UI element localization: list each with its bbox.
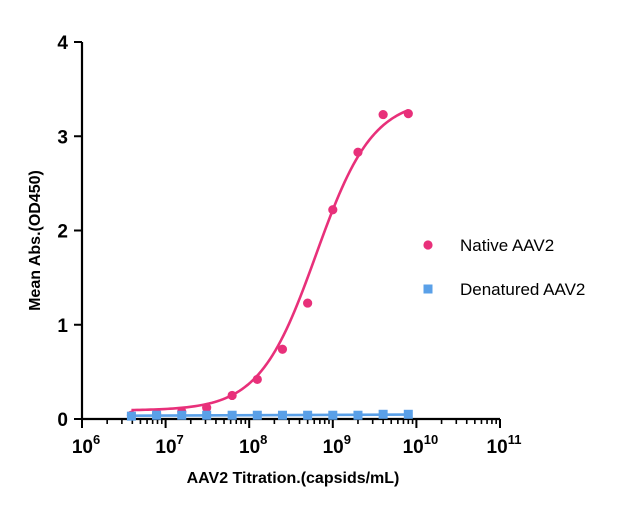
data-point	[303, 410, 313, 420]
y-tick-label: 4	[57, 33, 68, 54]
legend-label: Denatured AAV2	[460, 280, 585, 299]
data-point	[378, 109, 388, 120]
y-tick-label: 2	[57, 222, 68, 243]
x-axis-title: AAV2 Titration.(capsids/mL)	[187, 470, 400, 487]
data-point	[202, 410, 212, 420]
x-tick-label: 106	[72, 432, 100, 458]
data-points	[126, 109, 413, 421]
x-tick-label: 109	[323, 432, 351, 458]
data-point	[353, 147, 363, 157]
data-point	[152, 410, 162, 420]
axes	[80, 42, 500, 421]
data-point	[403, 409, 413, 419]
data-point	[403, 109, 413, 119]
data-point	[328, 410, 338, 420]
data-point	[277, 344, 288, 354]
y-axis-title: Mean Abs.(OD450)	[27, 170, 44, 311]
x-ticks: 106 107 108 109 1010 1011	[72, 419, 522, 458]
y-tick-label: 1	[57, 316, 68, 337]
data-point	[202, 403, 212, 413]
legend-marker	[423, 284, 433, 294]
fit-curve	[131, 413, 409, 418]
data-point	[277, 410, 287, 420]
y-ticks: 0 1 2 3 4	[57, 33, 82, 431]
data-point	[353, 410, 363, 420]
x-tick-label: 1011	[487, 432, 522, 458]
y-tick-label: 0	[57, 410, 68, 431]
data-point	[227, 390, 237, 401]
x-tick-label: 108	[239, 432, 267, 458]
data-point	[126, 411, 136, 421]
x-tick-label: 107	[155, 432, 183, 458]
legend-marker	[423, 240, 433, 250]
data-point	[177, 410, 187, 420]
data-point	[227, 410, 237, 420]
legend: Native AAV2 Denatured AAV2	[423, 236, 585, 299]
data-point	[303, 298, 313, 308]
legend-label: Native AAV2	[460, 236, 554, 255]
data-point	[252, 374, 262, 385]
fit-curve	[131, 108, 409, 412]
data-point	[328, 205, 338, 215]
data-point	[378, 409, 388, 419]
data-point	[252, 410, 262, 420]
y-tick-label: 3	[57, 127, 68, 148]
fit-curves	[131, 108, 409, 418]
x-tick-label: 1010	[403, 432, 439, 458]
